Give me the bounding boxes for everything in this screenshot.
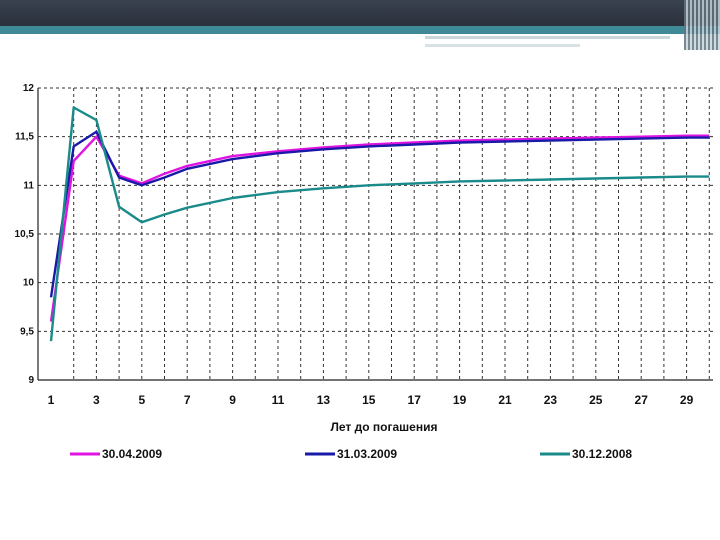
legend-label: 31.03.2009 <box>337 447 397 461</box>
decorative-line <box>425 44 580 47</box>
series-line <box>49 106 710 342</box>
x-tick-label: 1 <box>48 393 55 407</box>
x-axis-title: Лет до погашения <box>331 420 438 434</box>
decorative-line <box>425 36 670 39</box>
series-line <box>49 130 710 298</box>
x-tick-label: 21 <box>498 393 512 407</box>
y-tick-label: 10,5 <box>15 229 35 240</box>
x-tick-label: 11 <box>272 393 285 407</box>
series-line <box>49 134 710 322</box>
x-tick-label: 3 <box>93 393 100 407</box>
axes <box>37 88 713 381</box>
y-tick-label: 12 <box>23 83 35 94</box>
x-tick-label: 25 <box>589 393 603 407</box>
y-tick-label: 11,5 <box>15 132 34 143</box>
slide-accent-stripe <box>0 26 720 34</box>
y-tick-label: 9,5 <box>20 326 34 337</box>
x-tick-label: 23 <box>544 393 558 407</box>
y-tick-label: 9 <box>28 375 34 386</box>
x-tick-label: 19 <box>453 393 467 407</box>
x-tick-label: 29 <box>680 393 694 407</box>
legend-label: 30.12.2008 <box>572 447 632 461</box>
grid-lines <box>38 87 713 380</box>
x-tick-label: 15 <box>362 393 376 407</box>
y-tick-label: 10 <box>23 278 35 289</box>
x-tick-label: 7 <box>184 393 191 407</box>
y-tick-label: 11 <box>23 180 34 191</box>
x-tick-label: 9 <box>229 393 236 407</box>
x-tick-label: 17 <box>408 393 422 407</box>
series-lines <box>49 106 710 342</box>
legend: 30.04.2009 31.03.2009 30.12.2008 <box>70 447 632 461</box>
slide-corner-decoration <box>684 0 720 50</box>
x-tick-label: 5 <box>138 393 145 407</box>
x-tick-label: 13 <box>317 393 331 407</box>
legend-label: 30.04.2009 <box>102 447 162 461</box>
slide-header-bar <box>0 0 720 26</box>
x-tick-label: 27 <box>635 393 649 407</box>
